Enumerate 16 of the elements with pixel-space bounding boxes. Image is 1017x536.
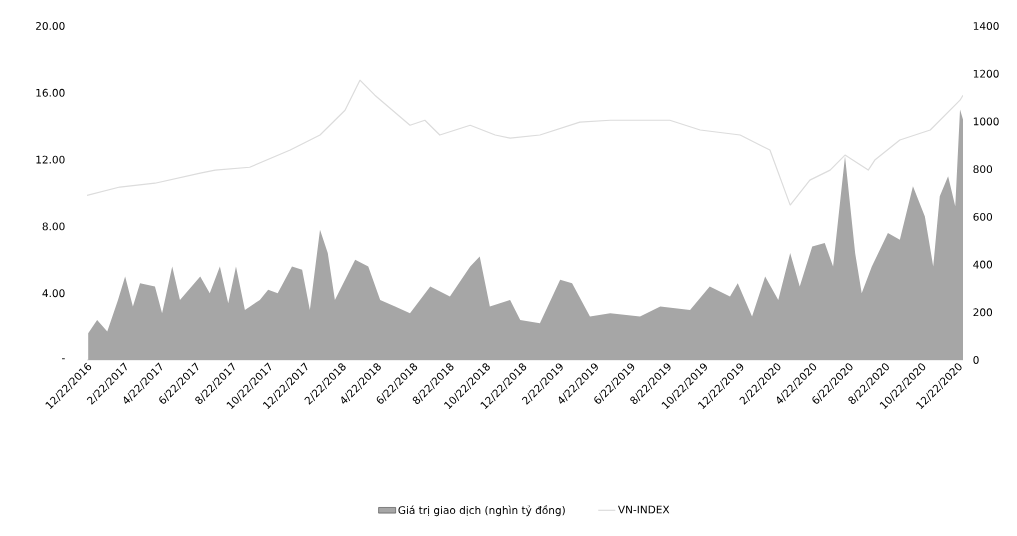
y-tick-label: 20.00 <box>36 22 65 30</box>
y-tick-label: - <box>62 358 65 360</box>
y2-tick-label: 200 <box>973 308 993 317</box>
y-tick-label: 12.00 <box>36 155 65 164</box>
y2-tick-label: 1200 <box>973 69 999 78</box>
y2-tick-label: 0 <box>973 356 979 364</box>
y-tick-label: 8.00 <box>42 222 65 231</box>
y2-tick-label: 600 <box>973 212 993 221</box>
y-tick-label: 4.00 <box>42 289 65 298</box>
legend-label: Giá trị giao dịch (nghìn tỷ đồng) <box>398 505 565 517</box>
y2-tick-label: 400 <box>973 260 993 269</box>
legend-label: VN-INDEX <box>618 505 670 514</box>
y2-tick-label: 800 <box>973 165 993 174</box>
y-tick-label: 16.00 <box>36 88 65 97</box>
y2-tick-label: 1000 <box>973 117 999 126</box>
y2-tick-label: 1400 <box>973 22 999 30</box>
